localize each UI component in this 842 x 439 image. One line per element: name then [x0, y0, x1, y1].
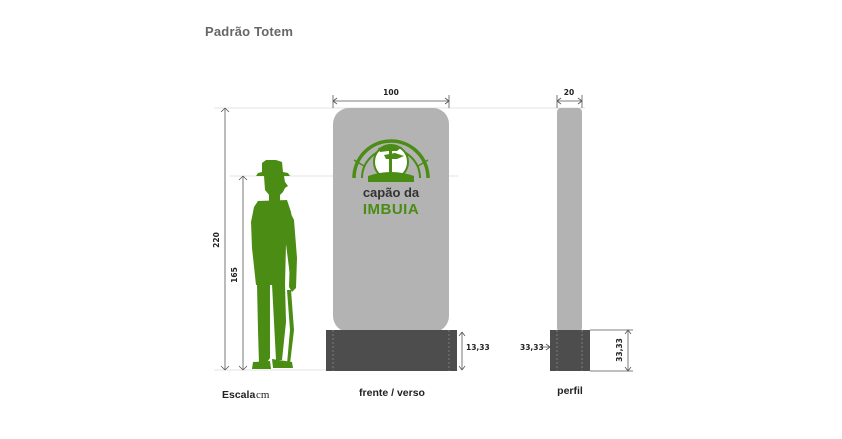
profile-view-caption: perfil [557, 385, 583, 397]
width-dimension-front [332, 95, 450, 108]
base-height-front-label: 13,33 [466, 343, 490, 352]
height-dimension-person [238, 175, 248, 371]
base-overhang-label: 33,33 [520, 343, 544, 352]
totem-profile-body [557, 108, 582, 332]
width-profile-label: 20 [564, 88, 574, 97]
front-view-caption: frente / verso [359, 387, 425, 399]
tree-in-sun-icon [352, 139, 430, 182]
scale-unit: cm [256, 389, 270, 401]
width-dimension-profile [556, 95, 583, 108]
logo-line1: capão da [363, 185, 420, 200]
base-height-right-label: 33,33 [615, 338, 624, 362]
scale-caption: Escala [222, 389, 255, 401]
base-overhang-dimension [543, 343, 551, 351]
logo-line2: IMBUIA [363, 201, 419, 218]
scale-word: Escala [222, 389, 255, 401]
base-dimension-profile [590, 329, 633, 372]
height-total-label: 220 [212, 232, 221, 248]
base-dimension-front [458, 331, 466, 371]
width-front-label: 100 [383, 88, 399, 97]
height-dimension-total [220, 107, 230, 371]
totem-profile-base [550, 330, 590, 371]
person-with-hat-and-cane-icon [251, 160, 297, 369]
totem-front-base [326, 330, 457, 371]
page-title: Padrão Totem [205, 24, 294, 39]
height-person-label: 165 [230, 267, 239, 283]
